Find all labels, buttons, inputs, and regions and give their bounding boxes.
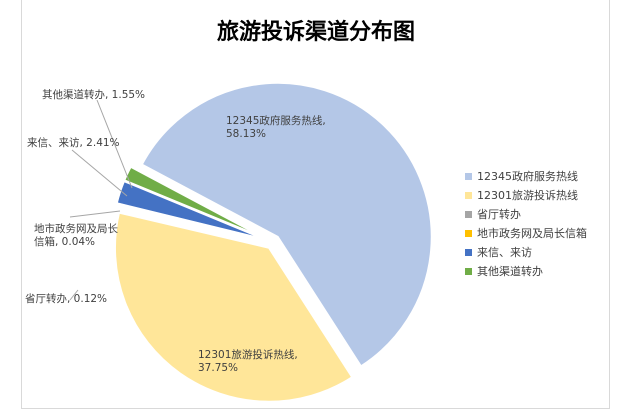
- pie-slice: [123, 165, 268, 240]
- legend-swatch: [465, 268, 472, 275]
- pie-slice: [140, 81, 433, 368]
- legend-item: 其他渠道转办: [477, 264, 543, 278]
- legend-item: 地市政务网及局长信箱: [477, 226, 587, 240]
- legend-swatch: [465, 211, 472, 218]
- legend-item: 来信、来访: [477, 246, 532, 259]
- legend-item: 省厅转办: [477, 207, 521, 221]
- data-label: 地市政务网及局长信箱, 0.04%: [34, 222, 118, 248]
- legend-swatch: [465, 173, 472, 180]
- legend-item: 12345政府服务热线: [477, 169, 578, 183]
- legend-swatch: [465, 230, 472, 237]
- leader-line: [69, 210, 121, 218]
- data-label: 其他渠道转办, 1.55%: [42, 88, 145, 101]
- legend-swatch: [465, 249, 472, 256]
- legend-item: 12301旅游投诉热线: [477, 188, 578, 202]
- data-label: 12301旅游投诉热线, 37.75%: [198, 348, 298, 374]
- data-label: 来信、来访, 2.41%: [27, 137, 120, 149]
- legend-swatch: [465, 192, 472, 199]
- data-label: 省厅转办, 0.12%: [25, 292, 107, 305]
- chart-title: 旅游投诉渠道分布图: [216, 19, 415, 45]
- leader-line: [71, 149, 128, 197]
- leader-line: [96, 99, 133, 189]
- pie-slice: [114, 211, 354, 403]
- data-label: 12345政府服务热线, 58.13%: [226, 114, 326, 140]
- leader-line: [69, 289, 79, 301]
